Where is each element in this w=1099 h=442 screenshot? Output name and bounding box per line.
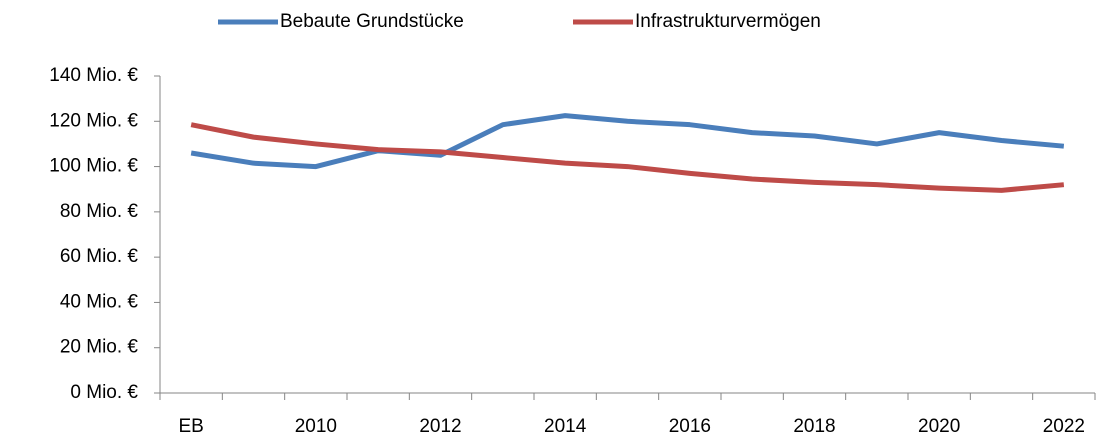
x-tick-label: EB <box>178 416 203 437</box>
y-tick-label: 40 Mio. € <box>60 291 139 312</box>
x-tick-label: 2016 <box>669 416 711 437</box>
x-tick-label: 2010 <box>295 416 337 437</box>
y-tick-label: 20 Mio. € <box>60 337 139 358</box>
x-tick-label: 2020 <box>918 416 960 437</box>
y-tick-label: 120 Mio. € <box>49 110 138 131</box>
y-tick-label: 0 Mio. € <box>70 382 138 403</box>
series-line <box>190 113 1065 170</box>
x-tick-label: 2018 <box>793 416 835 437</box>
y-tick-label: 100 Mio. € <box>49 156 138 177</box>
x-tick-label: 2014 <box>544 416 587 437</box>
y-tick-label: 60 Mio. € <box>60 246 139 267</box>
legend-label: Bebaute Grundstücke <box>280 11 464 32</box>
y-tick-label: 80 Mio. € <box>60 201 139 222</box>
x-tick-label: 2012 <box>419 416 461 437</box>
x-tick-label: 2022 <box>1043 416 1085 437</box>
series-line <box>190 122 1065 193</box>
legend-label: Infrastrukturvermögen <box>635 11 821 32</box>
y-tick-label: 140 Mio. € <box>49 65 138 86</box>
